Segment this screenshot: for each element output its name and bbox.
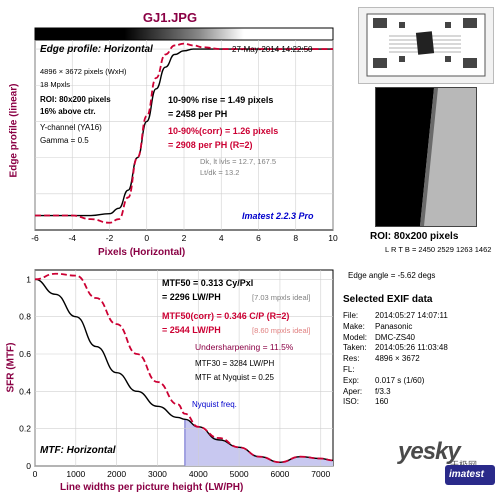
exif-key: FL: (343, 364, 355, 374)
lt-dk: Lt/dk = 13.2 (200, 168, 240, 177)
mtf-plot-area (34, 269, 334, 467)
mtf50-lw-text: = 2296 LW/PH (162, 292, 221, 302)
exif-row: Aper: f/3.3 (343, 387, 448, 398)
mtf50corr-text: MTF50(corr) = 0.346 C/P (R=2) (162, 311, 290, 321)
x-tick-label: 0 (33, 469, 38, 479)
mtf-title: MTF: Horizontal (40, 445, 116, 456)
exif-key: Aper: (343, 386, 363, 396)
x-tick-label: 3000 (148, 469, 167, 479)
exif-value: f/3.3 (375, 386, 391, 396)
exif-value: 160 (375, 397, 389, 407)
exif-value: DMC-ZS40 (375, 332, 416, 342)
exif-key: ISO: (343, 397, 360, 407)
mtf50corr-ideal: [8.60 mpxls ideal] (252, 326, 311, 335)
exif-value: 2014:05:27 14:07:11 (375, 311, 448, 320)
x-tick-label: 7000 (311, 469, 330, 479)
rise-corr-text: 10-90%(corr) = 1.26 pixels (168, 126, 279, 136)
test-chart-thumbnail (358, 7, 494, 84)
exif-key: Exp: (343, 375, 360, 385)
roi-panel-title: ROI: 80x200 pixels (370, 231, 459, 242)
nyquist-region (184, 419, 333, 466)
edge-date: 27-May-2014 14:22:50 (232, 45, 313, 54)
edge-xlabel: Pixels (Horizontal) (98, 247, 186, 258)
imatest-logo: imatest (445, 465, 495, 485)
exif-key: Taken: (343, 343, 367, 353)
exif-value: 4896 × 3672 (375, 354, 420, 364)
rise-text: 10-90% rise = 1.49 pixels (168, 95, 274, 105)
x-tick-label: -2 (106, 233, 114, 243)
mtf30-text: MTF30 = 3284 LW/PH (195, 359, 275, 368)
mtf-nyquist-text: MTF at Nyquist = 0.25 (195, 373, 274, 382)
x-tick-label: 10 (328, 233, 338, 243)
y-tick-label: 0.6 (19, 349, 31, 359)
undersharpening-text: Undersharpening = 11.5% (195, 342, 294, 352)
corrected-series-line (34, 272, 334, 464)
x-tick-label: 8 (293, 233, 298, 243)
y-tick-label: 1 (26, 274, 31, 284)
x-tick-label: 2000 (107, 469, 126, 479)
x-tick-label: 2 (182, 233, 187, 243)
x-tick-label: -4 (68, 233, 76, 243)
exif-row: Taken: 2014:05:26 11:03:48 (343, 343, 448, 354)
exif-row: Make: Panasonic (343, 322, 448, 333)
exif-key: Res: (343, 354, 360, 364)
edge-roi: ROI: 80x200 pixels (40, 95, 111, 104)
rise-ph-text: = 2458 per PH (168, 109, 228, 119)
yesky-watermark: yesky (398, 438, 461, 465)
edge-mpxls: 18 Mpxls (40, 80, 71, 89)
edge-gradient-bar (34, 27, 334, 41)
imatest-version: Imatest 2.2.3 Pro (242, 211, 314, 221)
x-tick-label: 4 (219, 233, 224, 243)
exif-row: Res: 4896 × 3672 (343, 354, 448, 365)
exif-key: Model: (343, 332, 368, 342)
x-tick-label: 0 (144, 233, 149, 243)
x-tick-label: 6000 (270, 469, 289, 479)
y-tick-label: 0.8 (19, 312, 31, 322)
exif-value: 2014:05:26 11:03:48 (375, 343, 448, 353)
mtf50-ideal: [7.03 mpxls ideal] (252, 293, 311, 302)
exif-row: File: 2014:05:27 14:07:11 (343, 311, 448, 322)
y-tick-label: 0.4 (19, 386, 31, 396)
edge-angle: Edge angle = -5.62 degs (348, 271, 436, 280)
edge-channel: Y-channel (YA16) (40, 123, 102, 132)
exif-row: Exp: 0.017 s (1/60) (343, 376, 448, 387)
x-tick-label: 1000 (66, 469, 85, 479)
corrected-series-line (35, 42, 333, 224)
x-tick-label: 6 (256, 233, 261, 243)
roi-coords: L R T B = 2450 2529 1263 1462 (385, 245, 492, 254)
exif-row: Model: DMC-ZS40 (343, 333, 448, 344)
roi-crop-image (375, 87, 477, 227)
exif-value: Panasonic (375, 321, 413, 331)
nyquist-label: Nyquist freq. (192, 400, 237, 409)
mtf50-text: MTF50 = 0.313 Cy/Pxl (162, 278, 254, 288)
y-tick-label: 0.2 (19, 424, 31, 434)
mtf-xlabel: Line widths per picture height (LW/PH) (60, 482, 244, 493)
mtf50corr-lw-text: = 2544 LW/PH (162, 325, 221, 335)
x-tick-label: -6 (31, 233, 39, 243)
exif-key: File: (343, 311, 359, 320)
exif-key: Make: (343, 321, 365, 331)
edge-title: Edge profile: Horizontal (40, 44, 153, 55)
edge-ylabel: Edge profile (linear) (8, 83, 20, 178)
edge-gamma: Gamma = 0.5 (40, 136, 89, 145)
mtf-chart: 0 1000 2000 3000 4000 5000 6000 7000 0 0.2 0.4 0.6 0… (19, 269, 334, 479)
exif-value: 0.017 s (1/60) (375, 375, 425, 385)
rise-corr-ph-text: = 2908 per PH (R=2) (168, 140, 253, 150)
mtf-ylabel: SFR (MTF) (5, 342, 17, 393)
edge-size: 4896 × 3672 pixels (WxH) (40, 67, 127, 76)
exif-row: ISO: 160 (343, 397, 448, 408)
edge-above: 16% above ctr. (40, 107, 96, 116)
x-tick-label: 5000 (230, 469, 249, 479)
y-tick-label: 0 (26, 461, 31, 471)
dk-levels: Dk, lt lvls = 12.7, 167.5 (200, 157, 277, 166)
file-title: GJ1.JPG (142, 10, 198, 25)
exif-title: Selected EXIF data (343, 294, 433, 305)
exif-row: FL: (343, 365, 448, 376)
x-tick-label: 4000 (189, 469, 208, 479)
exif-list: File: 2014:05:27 14:07:11 Make: Panasonic Mo… (343, 311, 448, 408)
edge-profile-chart: -6 -4 -2 0 2 4 6 8 10 (31, 27, 338, 243)
